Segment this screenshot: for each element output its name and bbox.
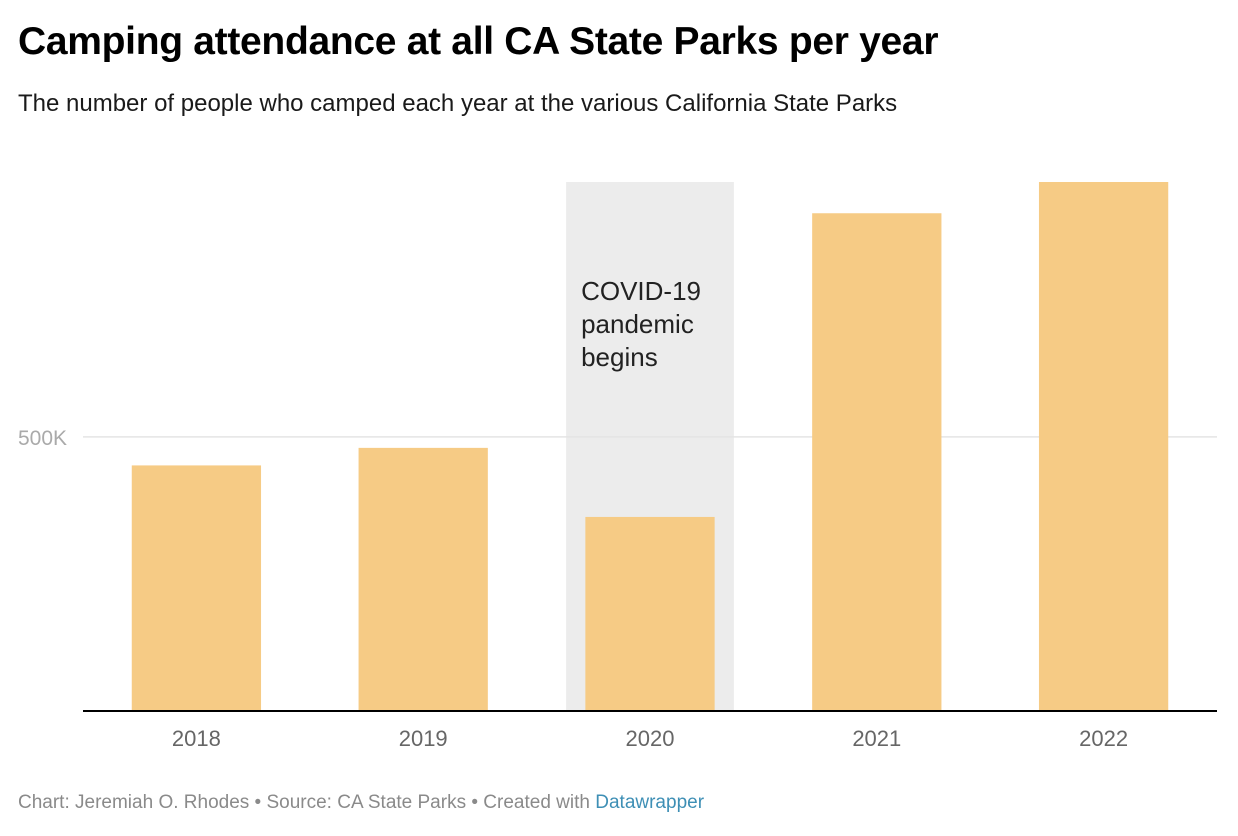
- x-tick-label: 2020: [626, 726, 675, 751]
- x-tick-label: 2018: [172, 726, 221, 751]
- created-with-label: Created with: [483, 792, 596, 813]
- bar-2021: [812, 213, 942, 711]
- x-tick-label: 2021: [852, 726, 901, 751]
- footer-separator: •: [249, 792, 267, 813]
- bar-2018: [131, 465, 262, 711]
- y-tick-label: 500K: [18, 427, 67, 450]
- bar-2022: [1038, 182, 1169, 711]
- x-tick-label: 2022: [1079, 726, 1128, 751]
- chart-subtitle: The number of people who camped each yea…: [18, 90, 898, 117]
- footer-separator: •: [466, 792, 484, 813]
- bar-2020: [585, 516, 715, 711]
- annotation-line: COVID-19: [581, 276, 701, 306]
- chart-footer: Chart: Jeremiah O. Rhodes • Source: CA S…: [18, 792, 704, 814]
- annotation-line: pandemic: [581, 309, 694, 339]
- chart-title: Camping attendance at all CA State Parks…: [18, 20, 939, 63]
- x-tick-label: 2019: [399, 726, 448, 751]
- annotation-line: begins: [581, 342, 658, 372]
- source-credit: Source: CA State Parks: [266, 792, 467, 813]
- datawrapper-link[interactable]: Datawrapper: [595, 792, 705, 813]
- chart-credit: Chart: Jeremiah O. Rhodes: [18, 792, 250, 813]
- bar-chart: 500K 2018 2019 2020 2021 2022 COVID-19pandemic…: [18, 182, 1217, 751]
- bar-2019: [358, 447, 488, 711]
